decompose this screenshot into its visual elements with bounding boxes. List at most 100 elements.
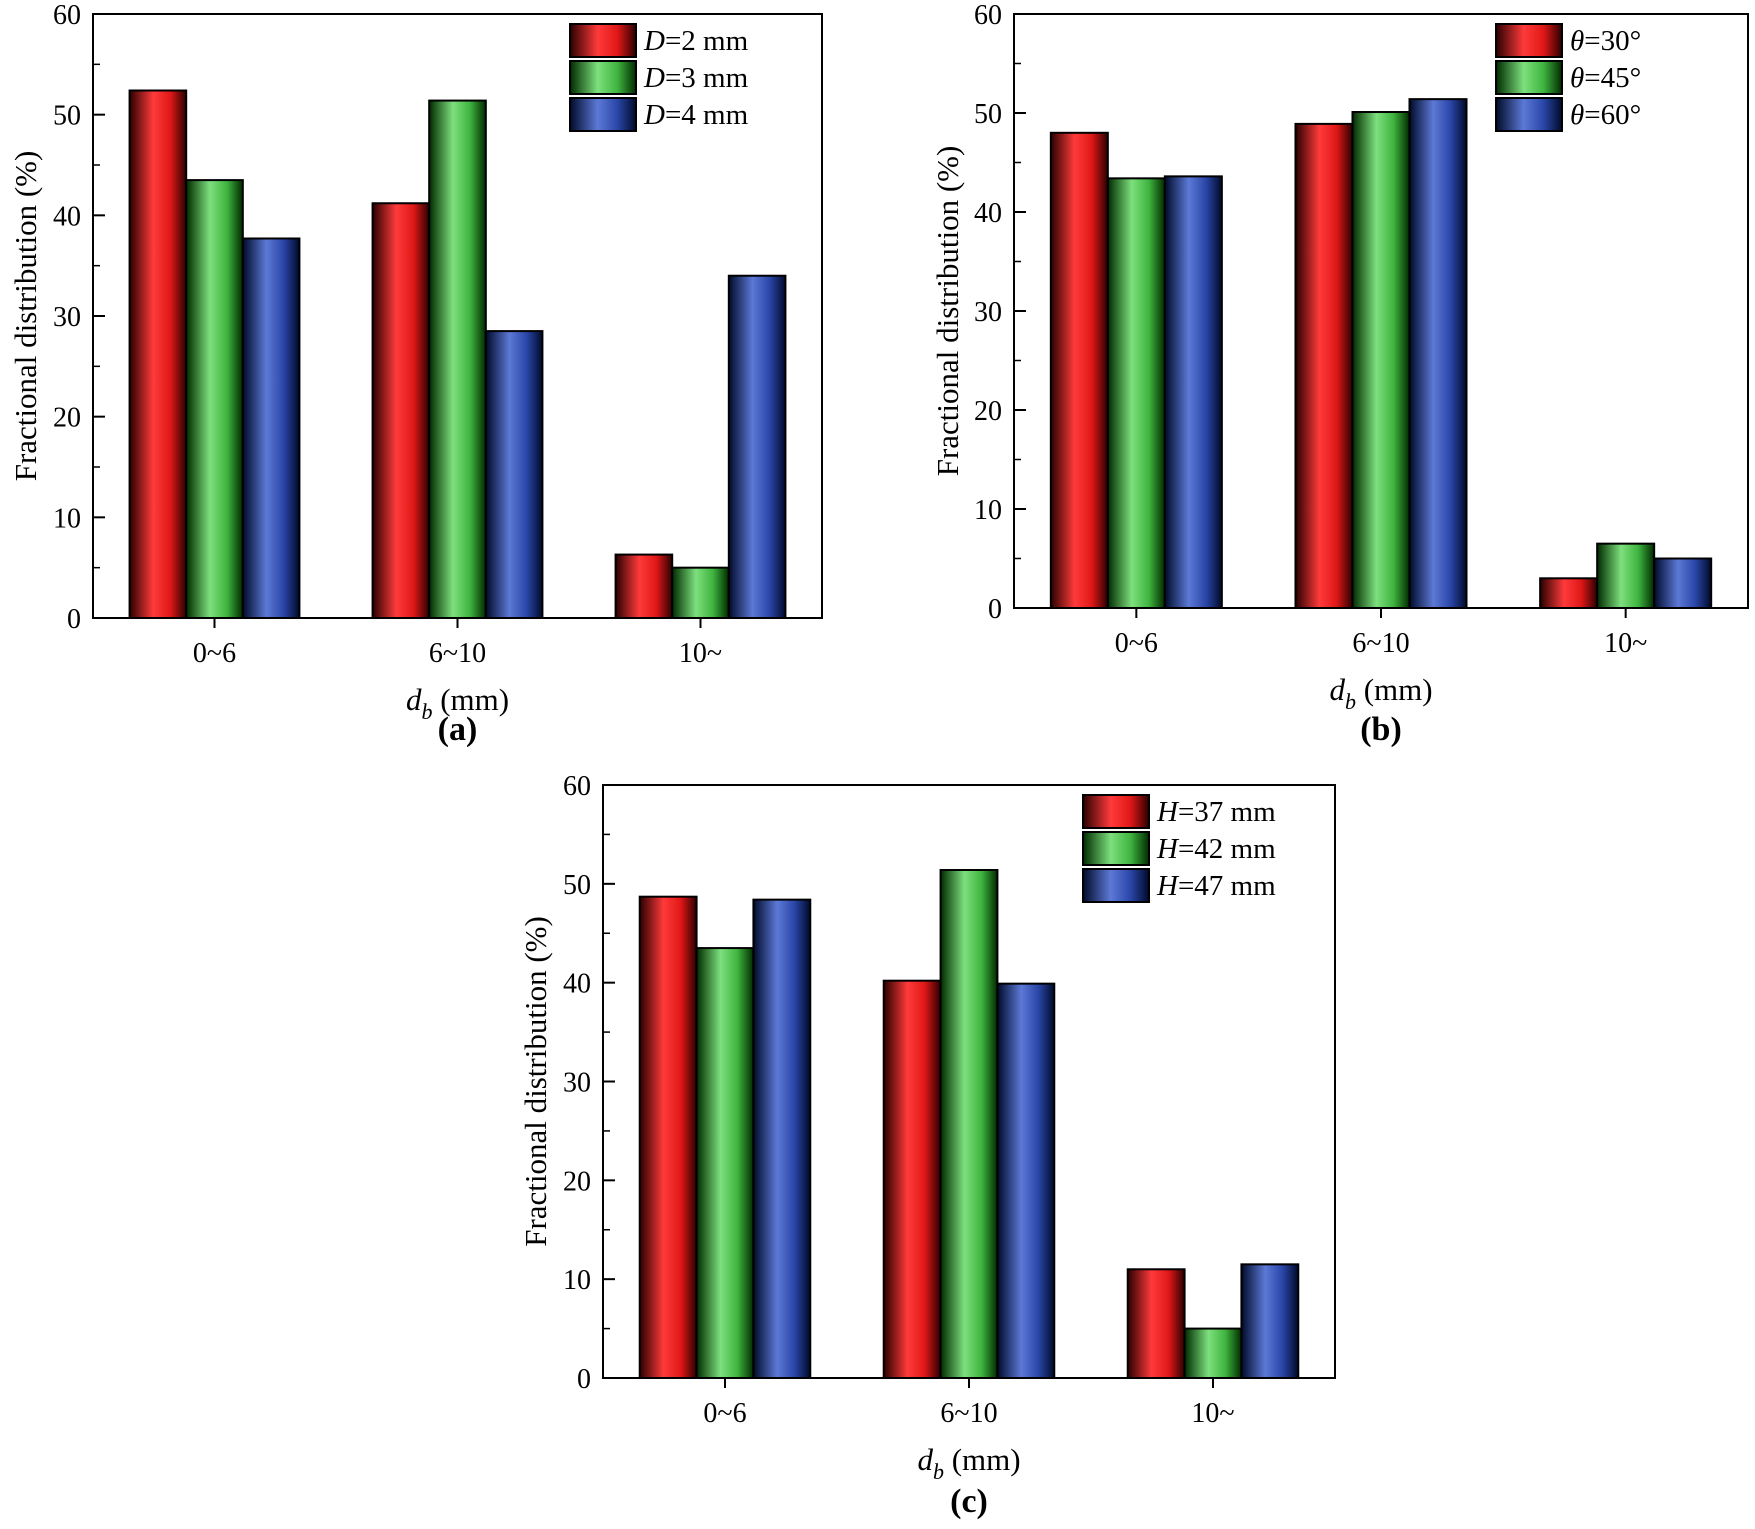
- bar-blue-10~: [1240, 1263, 1300, 1380]
- legend-swatch-red: [1082, 794, 1150, 829]
- chart-panel-c: 0 10 20 30 40 50 60 0~6 6~10 10~ db (mm) Fractional…: [518, 771, 1336, 1520]
- legend-value: =2 mm: [665, 25, 749, 57]
- x-axis-unit: (mm): [944, 1442, 1021, 1477]
- y-tick-label: 30: [563, 1068, 591, 1099]
- x-axis-subscript: b: [933, 1459, 944, 1484]
- legend-value: =47 mm: [1178, 870, 1276, 902]
- x-axis-symbol: d: [406, 682, 422, 717]
- legend-entry: D=3 mm: [643, 62, 749, 94]
- bar-red-0~6: [128, 89, 188, 620]
- bar-red-10~: [1126, 1268, 1186, 1379]
- bar-green-6~10: [428, 99, 487, 620]
- bar-blue-6~10: [996, 982, 1056, 1380]
- legend-variable: D: [643, 99, 665, 131]
- chart-panel-a: 0 10 20 30 40 50 60 0~6 6~10 10~ db (mm) Fractional…: [8, 0, 823, 748]
- y-tick-label: 20: [563, 1166, 591, 1197]
- legend-value: =30°: [1584, 25, 1641, 57]
- y-axis-title: Fractional distribution (%): [8, 151, 43, 482]
- x-axis-title: db (mm): [1329, 672, 1432, 714]
- panel-caption: (c): [950, 1483, 988, 1520]
- x-axis-subscript: b: [421, 699, 432, 724]
- legend-variable: D: [643, 25, 665, 57]
- legend-swatch-red: [569, 23, 637, 58]
- legend-variable: H: [1156, 796, 1180, 828]
- bar-red-6~10: [882, 979, 942, 1379]
- x-axis-title: db (mm): [406, 682, 509, 724]
- legend-value: =4 mm: [665, 99, 749, 131]
- x-axis-title: db (mm): [917, 1442, 1020, 1484]
- x-axis-unit: (mm): [1356, 672, 1433, 707]
- y-tick-label: 20: [53, 403, 81, 434]
- legend-variable: θ: [1570, 25, 1584, 57]
- bar-red-0~6: [638, 895, 698, 1379]
- legend-entry: H=42 mm: [1156, 833, 1276, 865]
- legend-entry: θ=30°: [1570, 25, 1641, 57]
- bar-blue-6~10: [484, 330, 544, 619]
- legend-variable: θ: [1570, 62, 1584, 94]
- legend-value: =3 mm: [665, 62, 749, 94]
- bar-red-6~10: [1294, 122, 1354, 609]
- y-axis-title: Fractional distribution (%): [518, 916, 553, 1247]
- x-category-label: 6~10: [429, 638, 486, 669]
- y-tick-label: 60: [53, 0, 81, 31]
- legend-value: =42 mm: [1178, 833, 1276, 865]
- y-tick-label: 0: [67, 604, 81, 635]
- bar-green-6~10: [1351, 111, 1411, 609]
- legend-entry: θ=60°: [1570, 99, 1641, 131]
- legend-variable: θ: [1570, 99, 1584, 131]
- bar-green-0~6: [185, 179, 244, 619]
- bar-blue-0~6: [241, 237, 301, 619]
- x-category-label: 0~6: [703, 1398, 746, 1429]
- x-category-label: 6~10: [1352, 628, 1409, 659]
- bar-red-6~10: [371, 202, 431, 619]
- legend-variable: H: [1156, 833, 1180, 865]
- legend-entry: D=2 mm: [643, 25, 749, 57]
- chart-panel-b: 0 10 20 30 40 50 60 0~6 6~10 10~ db (mm) Fractional…: [930, 0, 1749, 748]
- x-axis-subscript: b: [1345, 689, 1356, 714]
- caption-letter: a: [449, 711, 466, 748]
- caption-close: ): [977, 1483, 988, 1520]
- y-tick-label: 10: [974, 495, 1002, 526]
- legend-swatch-green: [1082, 831, 1150, 866]
- y-tick-label: 50: [53, 101, 81, 132]
- bar-green-10~: [1183, 1327, 1243, 1380]
- legend-swatch-blue: [1082, 868, 1150, 903]
- x-category-label: 10~: [679, 638, 722, 669]
- caption-open: (: [950, 1483, 961, 1520]
- bar-blue-10~: [727, 274, 787, 619]
- y-tick-label: 30: [974, 297, 1002, 328]
- legend-swatch-blue: [1495, 97, 1563, 132]
- bar-blue-10~: [1653, 557, 1713, 609]
- y-tick-label: 50: [563, 870, 591, 901]
- bar-green-10~: [1596, 542, 1656, 610]
- bar-blue-6~10: [1408, 98, 1468, 609]
- y-tick-label: 50: [974, 99, 1002, 130]
- bar-red-10~: [1539, 577, 1599, 609]
- legend-entry: θ=45°: [1570, 62, 1641, 94]
- x-axis-symbol: d: [917, 1442, 933, 1477]
- bar-green-6~10: [939, 868, 999, 1379]
- y-tick-label: 30: [53, 302, 81, 333]
- bar-green-10~: [671, 566, 730, 620]
- legend-variable: H: [1156, 870, 1180, 902]
- legend-swatch-green: [569, 60, 637, 95]
- panel-caption: (b): [1360, 711, 1402, 748]
- y-tick-label: 10: [563, 1265, 591, 1296]
- legend-value: =60°: [1584, 99, 1641, 131]
- y-tick-label: 10: [53, 503, 81, 534]
- caption-letter: c: [961, 1483, 976, 1520]
- legend-value: =37 mm: [1178, 796, 1276, 828]
- y-tick-label: 20: [974, 396, 1002, 427]
- x-category-label: 0~6: [1115, 628, 1158, 659]
- y-tick-label: 60: [563, 771, 591, 802]
- caption-close: ): [466, 711, 477, 748]
- legend-entry: H=37 mm: [1156, 796, 1276, 828]
- bar-red-10~: [614, 553, 674, 620]
- bar-blue-0~6: [752, 898, 812, 1379]
- x-category-label: 10~: [1191, 1398, 1234, 1429]
- caption-close: ): [1390, 711, 1401, 748]
- legend-swatch-green: [1495, 60, 1563, 95]
- caption-open: (: [438, 711, 449, 748]
- caption-open: (: [1360, 711, 1371, 748]
